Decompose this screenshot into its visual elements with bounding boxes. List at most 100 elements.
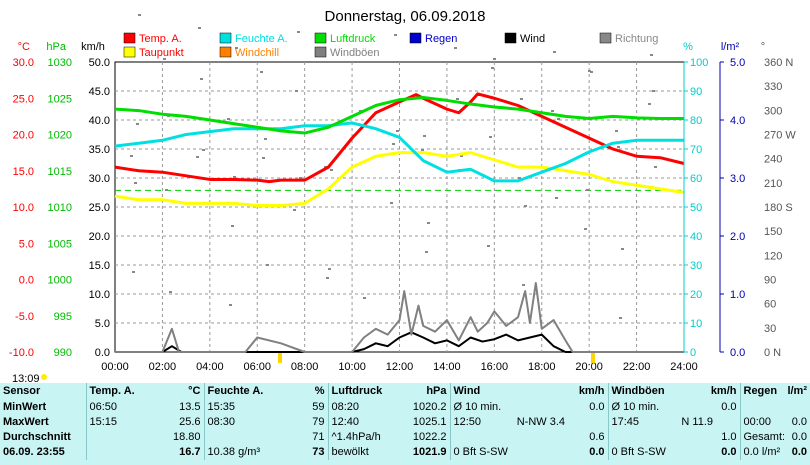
cell: 15:35 bbox=[203, 400, 272, 415]
axis-tick-pressure: 1005 bbox=[48, 238, 72, 250]
series-temp-a- bbox=[114, 92, 685, 184]
direction-mark bbox=[520, 98, 523, 100]
x-tick-labels: 00:00 02:00 04:00 06:00 08:00 10:00 12:00 14:00… bbox=[101, 361, 698, 373]
cell: bewölkt bbox=[327, 445, 390, 460]
cell bbox=[668, 430, 716, 445]
legend-label: Luftdruck bbox=[330, 33, 376, 45]
axes: 30.025.020.015.010.05.00.0-5.0-10.010301… bbox=[9, 57, 796, 359]
direction-mark bbox=[423, 135, 426, 137]
cell: N 11.9 bbox=[681, 416, 713, 428]
direction-mark bbox=[138, 14, 141, 16]
legend-swatch bbox=[219, 46, 232, 58]
cell bbox=[568, 415, 608, 430]
axis-headers: °C hPa km/h% l/m² ° bbox=[18, 41, 766, 53]
direction-mark bbox=[518, 177, 521, 179]
axis-tick-wind: 15.0 bbox=[89, 260, 110, 272]
direction-mark bbox=[297, 31, 300, 33]
cell bbox=[510, 430, 568, 445]
x-tick-label: 08:00 bbox=[291, 361, 319, 373]
cell: 13.5 bbox=[179, 401, 201, 413]
axis-tick-wind: 0.0 bbox=[95, 347, 110, 359]
direction-mark bbox=[524, 205, 527, 207]
direction-mark bbox=[169, 291, 172, 293]
axis-tick-temp: 30.0 bbox=[13, 57, 34, 69]
weather-chart: Donnerstag, 06.09.2018 Temp. A. Feuchte A… bbox=[8, 8, 797, 383]
axis-tick-wind: 20.0 bbox=[89, 231, 110, 243]
header-temp: Temp. A. bbox=[85, 383, 144, 400]
legend-label: Regen bbox=[425, 33, 457, 45]
header-pressure: Luftdruck bbox=[327, 383, 390, 400]
header-temp-unit: °C bbox=[188, 385, 201, 397]
cell bbox=[739, 400, 784, 415]
cell: 15:15 bbox=[85, 415, 144, 430]
cell bbox=[668, 445, 716, 460]
cell: 10.38 g/m³ bbox=[203, 445, 272, 460]
cell: 71 bbox=[312, 431, 325, 443]
x-tick-label: 02:00 bbox=[149, 361, 177, 373]
cell bbox=[784, 400, 810, 415]
direction-mark bbox=[130, 155, 133, 157]
direction-mark bbox=[136, 123, 139, 125]
axis-tick-temp: 5.0 bbox=[19, 238, 34, 250]
axis-unit-label: l/m² bbox=[721, 41, 740, 53]
row-label: 06.09. 23:55 bbox=[3, 446, 65, 458]
cell bbox=[716, 415, 740, 430]
axis-tick-direction: 120 bbox=[764, 250, 782, 262]
axis-tick-pressure: 1015 bbox=[48, 166, 72, 178]
axis-tick-humidity: 30 bbox=[690, 260, 702, 272]
direction-mark bbox=[621, 248, 624, 250]
cell: 0.0 bbox=[721, 446, 737, 458]
cell bbox=[85, 445, 144, 460]
cell bbox=[607, 430, 668, 445]
time-label: 13:09 bbox=[12, 373, 40, 383]
legend-label: Richtung bbox=[615, 33, 658, 45]
series-luftdruck bbox=[114, 96, 684, 135]
x-tick-label: 10:00 bbox=[338, 361, 366, 373]
direction-mark bbox=[522, 284, 525, 286]
axis-tick-pressure: 1010 bbox=[48, 202, 72, 214]
cell: 0.0 bbox=[589, 446, 605, 458]
cell: 1021.9 bbox=[412, 446, 447, 458]
direction-mark bbox=[330, 169, 333, 171]
cell bbox=[203, 430, 272, 445]
cell: 12:40 bbox=[327, 415, 390, 430]
cell: 59 bbox=[312, 401, 325, 413]
x-tick-label: 00:00 bbox=[101, 361, 129, 373]
direction-mark bbox=[584, 228, 587, 230]
table-row: MaxWert 15:15 25.6 08:30 79 12:40 1025.1… bbox=[0, 415, 810, 430]
now-marker bbox=[41, 374, 47, 380]
direction-mark bbox=[202, 149, 205, 151]
statistics-table: Sensor Temp. A. °C Feuchte A. % Luftdruc… bbox=[0, 383, 810, 465]
row-label: Durchschnitt bbox=[3, 431, 71, 443]
x-tick-label: 06:00 bbox=[243, 361, 271, 373]
direction-mark bbox=[588, 70, 591, 72]
axis-tick-direction: 300 bbox=[764, 105, 782, 117]
x-tick-label: 20:00 bbox=[575, 361, 603, 373]
axis-tick-humidity: 20 bbox=[690, 289, 702, 301]
axis-tick-direction: 210 bbox=[764, 178, 782, 190]
x-tick-label: 16:00 bbox=[481, 361, 509, 373]
direction-mark bbox=[454, 47, 457, 49]
axis-tick-wind: 45.0 bbox=[89, 86, 110, 98]
legend-label: Windchill bbox=[235, 47, 279, 59]
x-tick-label: 18:00 bbox=[528, 361, 556, 373]
direction-mark bbox=[392, 143, 395, 145]
series-feuchte-a- bbox=[114, 121, 684, 183]
axis-tick-wind: 30.0 bbox=[89, 173, 110, 185]
direction-mark bbox=[260, 71, 263, 73]
cell: 18.80 bbox=[172, 431, 201, 443]
x-tick-label: 14:00 bbox=[433, 361, 461, 373]
axis-tick-wind: 50.0 bbox=[89, 57, 110, 69]
header-pressure-unit: hPa bbox=[426, 385, 447, 397]
legend-swatch bbox=[123, 32, 136, 44]
header-sensor: Sensor bbox=[3, 385, 41, 397]
x-tick-label: 24:00 bbox=[670, 361, 698, 373]
row-label: MinWert bbox=[3, 401, 47, 413]
table-header-row: Sensor Temp. A. °C Feuchte A. % Luftdruc… bbox=[0, 383, 810, 400]
cell: 73 bbox=[312, 446, 325, 458]
cell: 1025.1 bbox=[412, 416, 447, 428]
table-row: Durchschnitt 18.80 71 ^1.4hPa/h 1022.2 0… bbox=[0, 430, 810, 445]
direction-mark bbox=[262, 157, 265, 159]
cell: 0.6 bbox=[589, 431, 605, 443]
axis-tick-humidity: 0 bbox=[690, 347, 696, 359]
